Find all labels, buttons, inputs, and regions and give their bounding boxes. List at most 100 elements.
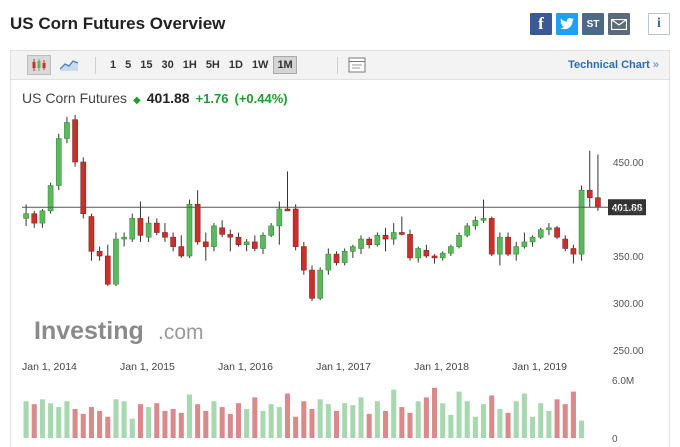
candle-body bbox=[194, 204, 201, 243]
candle-body bbox=[374, 235, 381, 246]
candle-body bbox=[186, 204, 193, 257]
candle bbox=[170, 232, 176, 252]
candle-body bbox=[578, 189, 585, 255]
candle bbox=[211, 223, 217, 252]
technical-chart-link[interactable]: Technical Chart » bbox=[568, 59, 659, 71]
candle bbox=[341, 248, 348, 266]
candle bbox=[186, 199, 193, 258]
candle-body bbox=[382, 235, 389, 240]
candle bbox=[456, 232, 462, 249]
volume-bar bbox=[219, 407, 225, 438]
volume-bar bbox=[481, 404, 487, 438]
email-icon[interactable] bbox=[608, 13, 630, 35]
candle-body bbox=[341, 251, 348, 263]
info-icon[interactable]: i bbox=[648, 13, 670, 35]
candle bbox=[390, 223, 397, 245]
candle-body bbox=[562, 238, 569, 249]
volume-bar bbox=[342, 403, 348, 438]
candle bbox=[88, 213, 95, 261]
candle bbox=[276, 201, 283, 245]
period-5[interactable]: 5 bbox=[125, 59, 132, 71]
candle bbox=[546, 223, 552, 236]
period-1m[interactable]: 1M bbox=[273, 56, 297, 74]
price-tick-label: 250.00 bbox=[613, 346, 644, 357]
volume-bar bbox=[366, 413, 372, 438]
facebook-icon[interactable]: f bbox=[530, 13, 552, 35]
candle bbox=[178, 235, 185, 258]
candle-body bbox=[80, 161, 87, 215]
candle bbox=[80, 157, 87, 219]
volume-bar bbox=[350, 405, 356, 438]
period-1h[interactable]: 1H bbox=[182, 59, 197, 71]
volume-bar bbox=[440, 403, 446, 438]
candle-body bbox=[153, 222, 160, 233]
candle-body bbox=[202, 241, 209, 247]
candle-body bbox=[300, 246, 307, 271]
candle bbox=[464, 223, 471, 238]
period-30[interactable]: 30 bbox=[161, 59, 174, 71]
period-5h[interactable]: 5H bbox=[205, 59, 220, 71]
candle bbox=[309, 265, 315, 302]
candle bbox=[300, 241, 307, 275]
candle bbox=[153, 218, 160, 236]
candle-body bbox=[407, 234, 413, 259]
candle-body bbox=[235, 236, 242, 246]
candle bbox=[423, 244, 430, 258]
candle bbox=[31, 210, 38, 228]
x-axis-label: Jan 1, 2014 bbox=[22, 361, 77, 373]
candlestick-chart-icon[interactable] bbox=[27, 55, 51, 75]
volume-bar bbox=[358, 397, 364, 438]
candle bbox=[521, 232, 528, 249]
twitter-icon[interactable] bbox=[556, 13, 578, 35]
candle bbox=[202, 232, 209, 261]
x-axis-label: Jan 1, 2017 bbox=[316, 361, 371, 373]
candle-body bbox=[521, 241, 528, 247]
volume-bar bbox=[97, 410, 103, 438]
page-title: US Corn Futures Overview bbox=[10, 14, 226, 33]
candle-body bbox=[309, 269, 315, 299]
candle-body bbox=[129, 218, 136, 240]
candle bbox=[431, 254, 438, 264]
period-15[interactable]: 15 bbox=[140, 59, 153, 71]
candle bbox=[227, 229, 234, 252]
candle-body bbox=[121, 236, 127, 240]
volume-bar bbox=[399, 407, 405, 438]
candle bbox=[488, 216, 495, 256]
share-buttons: f ST bbox=[530, 13, 630, 35]
candle-body bbox=[333, 253, 340, 263]
candle-body bbox=[399, 232, 405, 235]
candle-body bbox=[251, 241, 258, 249]
volume-bar bbox=[317, 399, 323, 438]
price-tick-label: 300.00 bbox=[613, 299, 644, 310]
volume-bar bbox=[579, 420, 585, 438]
candle-body bbox=[227, 234, 234, 238]
last-price: 401.88 bbox=[146, 90, 190, 106]
candle-body bbox=[72, 119, 78, 163]
investing-watermark: Investing .com bbox=[34, 317, 204, 345]
volume-bar bbox=[154, 403, 160, 438]
candle-body bbox=[464, 225, 471, 236]
candle-body bbox=[47, 185, 54, 212]
area-chart-icon[interactable] bbox=[57, 55, 81, 75]
period-1[interactable]: 1 bbox=[110, 59, 117, 71]
chart-settings-icon[interactable] bbox=[345, 55, 369, 75]
candle bbox=[472, 216, 479, 230]
volume-bar bbox=[538, 403, 544, 438]
candle-body bbox=[162, 232, 168, 238]
volume-bar bbox=[203, 410, 209, 438]
candle-body bbox=[439, 252, 446, 259]
volume-bar bbox=[72, 409, 78, 438]
candle bbox=[113, 232, 119, 287]
candle bbox=[505, 232, 511, 256]
volume-bar bbox=[268, 404, 274, 438]
period-1w[interactable]: 1W bbox=[251, 59, 269, 71]
volume-bar bbox=[464, 401, 470, 438]
candle bbox=[578, 185, 585, 261]
x-axis-label: Jan 1, 2019 bbox=[512, 361, 567, 373]
volume-bar bbox=[235, 403, 242, 438]
volume-bar bbox=[562, 404, 568, 438]
period-1d[interactable]: 1D bbox=[228, 59, 243, 71]
candle-body bbox=[546, 227, 552, 230]
stocktwits-icon[interactable]: ST bbox=[582, 13, 604, 35]
